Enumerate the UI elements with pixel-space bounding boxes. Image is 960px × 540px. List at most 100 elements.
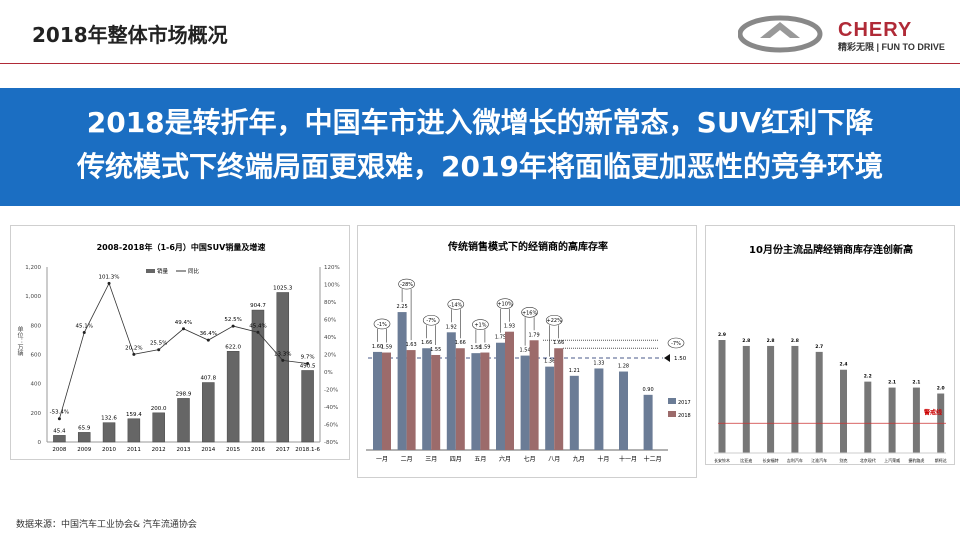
bar-label-2018: 1.66	[553, 340, 564, 346]
x-tick-label: 斯柯达	[935, 457, 947, 463]
change-arrow-icon	[426, 325, 436, 345]
growth-point	[157, 348, 161, 352]
bar-label-2017: 1.33	[593, 360, 604, 366]
bar-label: 622.0	[225, 344, 241, 350]
headline-line1: 2018是转折年，中国车市进入微增长的新常态，SUV红利下降	[86, 106, 874, 139]
bar-2017	[619, 371, 628, 450]
reference-arrow-icon	[664, 354, 670, 363]
bar-label: 2.1	[912, 380, 920, 386]
bar-brand	[718, 340, 726, 453]
bar-label: 2.8	[767, 338, 775, 344]
bar-2017	[594, 368, 604, 450]
svg-text:CHERY: CHERY	[838, 19, 912, 41]
y2-tick-label: 120%	[324, 265, 340, 271]
bar-label-2018: 1.63	[406, 342, 417, 348]
change-label: +16%	[522, 310, 538, 316]
bar-2017	[545, 366, 555, 450]
bar-brand	[815, 351, 823, 453]
bar-label-2017: 1.58	[470, 345, 481, 351]
legend-swatch-2018	[668, 411, 676, 417]
chery-logo: CHERY 精彩无限 | FUN TO DRIVE	[738, 15, 945, 53]
y2-tick-label: 60%	[324, 318, 336, 324]
bar-sales	[226, 351, 240, 443]
y2-tick-label: 0%	[324, 370, 333, 376]
y2-tick-label: 100%	[324, 283, 340, 289]
suv-sales-chart: 2008-2018年（1-6月）中国SUV销量及增速 0 200 400 600 800 1…	[25, 242, 340, 453]
bar-label: 132.6	[101, 416, 117, 422]
dealer-inventory-chart-panel: 传统销售模式下的经销商的高库存率 1.50 -7% 1.60 1.59 -1% 一月 2.25…	[357, 225, 697, 478]
y-tick-label: 1,200	[25, 265, 41, 271]
x-tick-label: 比亚迪	[740, 457, 752, 463]
data-source: 数据来源：中国汽车工业协会& 汽车流通协会	[16, 520, 197, 530]
bar-sales	[251, 309, 265, 443]
line-label: 9.7%	[301, 355, 315, 361]
growth-point	[206, 338, 210, 342]
bar-label: 2.8	[742, 338, 750, 344]
line-label: 36.4%	[200, 331, 217, 337]
bar-2017	[373, 351, 382, 450]
change-label: -1%	[377, 322, 387, 328]
x-tick-label: 别克	[840, 457, 848, 463]
bar-label: 2.1	[888, 380, 896, 386]
bar-label: 298.9	[176, 391, 192, 397]
y-tick-label: 0	[38, 440, 42, 446]
bar-brand	[864, 381, 872, 453]
growth-point	[132, 352, 136, 356]
x-tick-label: 四月	[450, 456, 462, 463]
change-bubble	[472, 319, 489, 330]
brand-inventory-chart-panel: 10月份主流品牌经销商库存连创新高 2.9 长安铃木 2.8 比亚迪 2.8 长安福特 2.8…	[705, 225, 955, 465]
bar-2017	[422, 348, 432, 450]
bar-2017	[496, 342, 505, 450]
y2-tick-label: -60%	[324, 423, 338, 429]
legend-label-growth: 同比	[188, 267, 200, 275]
line-label: 13.3%	[274, 351, 291, 357]
y-tick-label: 600	[31, 353, 42, 359]
line-label: 20.2%	[125, 345, 142, 351]
chery-emblem-icon	[738, 15, 823, 53]
change-arrow-icon	[549, 325, 559, 357]
bar-label-2017: 1.66	[421, 340, 432, 346]
growth-point	[182, 327, 185, 331]
bar-brand	[912, 387, 920, 453]
change-bubble	[545, 314, 563, 326]
x-tick-label: 九月	[573, 455, 585, 463]
x-tick-label: 江淮汽车	[811, 457, 827, 463]
bar-2018	[505, 331, 514, 450]
growth-point	[82, 331, 86, 335]
reference-label: 1.50	[674, 356, 687, 362]
bar-label-2018: 1.55	[430, 347, 441, 353]
bar-label-2018: 1.93	[504, 324, 515, 330]
bar-label: 2.8	[791, 338, 799, 344]
change-label: -14%	[449, 302, 462, 308]
bar-label-2017: 1.28	[618, 364, 629, 370]
y-tick-label: 800	[31, 323, 42, 329]
bar-sales	[127, 418, 141, 443]
change-bubble	[521, 306, 538, 318]
y-tick-label: 400	[31, 382, 42, 388]
bar-2018	[406, 350, 416, 450]
bar-label: 2.2	[864, 374, 872, 380]
bar-sales	[102, 422, 116, 443]
x-tick-label: 2014	[201, 447, 215, 453]
y-tick-label: 1,000	[25, 294, 41, 300]
y2-tick-label: -40%	[324, 405, 338, 411]
change-label: +10%	[497, 302, 513, 308]
bar-2017	[471, 353, 481, 450]
bar-label: 2.9	[718, 332, 726, 338]
change-arrow-icon	[401, 289, 412, 341]
legend-label-2017: 2017	[678, 400, 691, 406]
growth-point	[256, 330, 260, 334]
x-tick-label: 七月	[524, 455, 536, 463]
side-note: -7%	[671, 341, 681, 347]
bar-brand	[767, 345, 775, 453]
bar-label-2018: 1.79	[529, 332, 540, 338]
bar-label: 45.4	[53, 428, 66, 434]
change-bubble	[667, 337, 685, 349]
bar-sales	[202, 382, 215, 443]
bar-label: 490.5	[300, 363, 316, 369]
x-tick-label: 2013	[177, 447, 191, 453]
x-tick-label: 三月	[425, 456, 437, 463]
x-tick-label: 2012	[152, 447, 166, 453]
change-label: -28%	[400, 282, 413, 288]
bar-label: 2.4	[840, 362, 848, 368]
